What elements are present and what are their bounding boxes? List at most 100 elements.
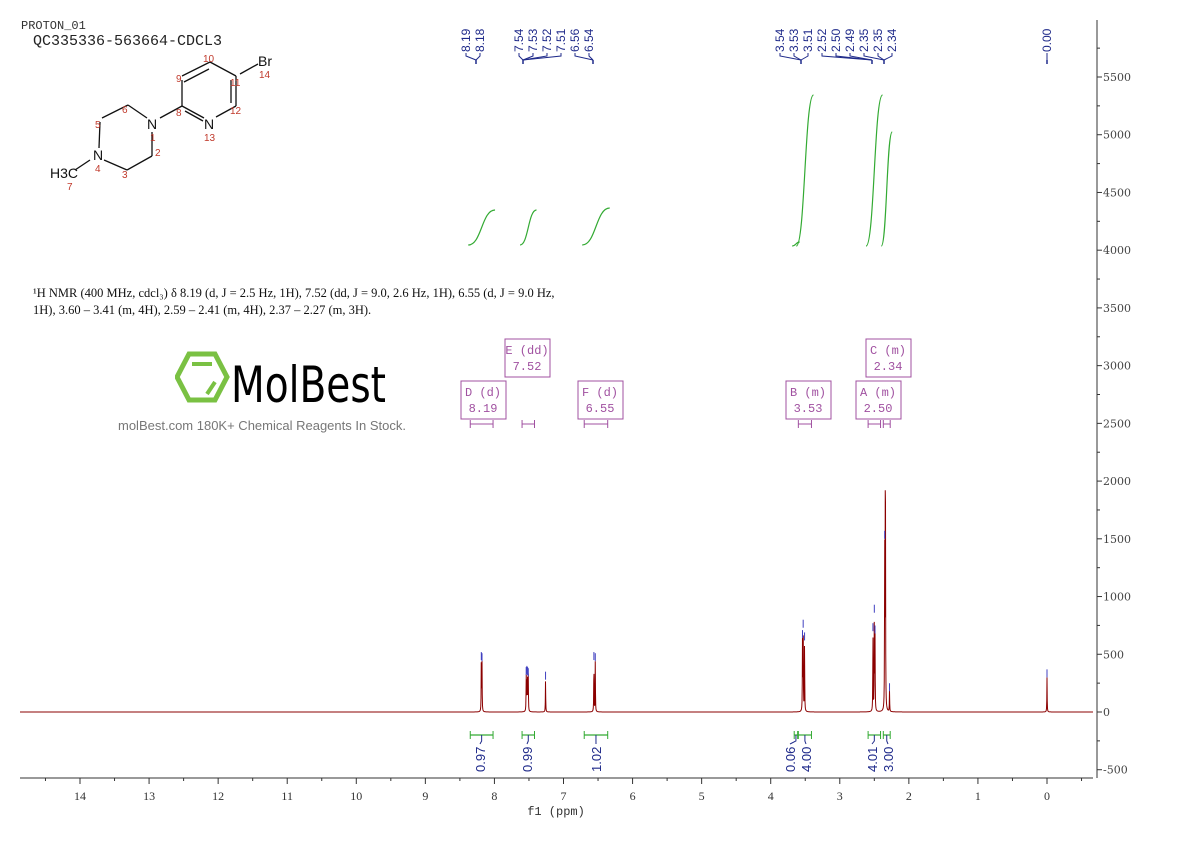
atom-number: 11 — [230, 78, 241, 89]
peak-label-connector — [883, 53, 893, 61]
description-line-1: ¹H NMR (400 MHz, cdcl₃) δ 8.19 (d, J = 2… — [33, 286, 555, 300]
x-tick-label: 9 — [422, 789, 428, 803]
logo-hexagon-icon — [175, 351, 230, 403]
peak-label: 8.18 — [473, 28, 487, 52]
peak-label: 7.54 — [512, 28, 526, 52]
peak-label-connector — [800, 53, 809, 61]
peak-label-connector — [588, 53, 594, 61]
peak-label: 3.53 — [787, 28, 801, 52]
atom-n13: N — [204, 116, 214, 132]
multiplet-box — [504, 338, 551, 378]
peak-label: 2.35 — [871, 28, 885, 52]
y-tick-label: 500 — [1103, 648, 1124, 661]
peak-label-connector — [465, 53, 477, 61]
atom-number: 2 — [155, 148, 161, 159]
integral-curve — [865, 94, 884, 247]
sample-name: QC335336-563664-CDCL3 — [33, 33, 223, 50]
x-tick-label: 8 — [491, 789, 497, 803]
x-tick-label: 0 — [1044, 789, 1050, 803]
nmr-description: ¹H NMR (400 MHz, cdcl₃) δ 8.19 (d, J = 2… — [33, 285, 555, 319]
y-tick-label: 4000 — [1103, 244, 1131, 257]
integral-label-connector — [479, 735, 483, 745]
integral-value: 0.06 — [783, 747, 798, 772]
peak-label-connector — [835, 53, 873, 61]
multiplet-box — [785, 380, 832, 420]
integral-value: 3.00 — [881, 747, 896, 772]
y-tick-label: -500 — [1103, 764, 1128, 777]
molecule-structure: N N N Br H3C 1 2 3 4 5 6 7 8 9 10 11 12 … — [50, 53, 272, 193]
integral-curve — [468, 209, 496, 246]
y-tick-label: 5000 — [1103, 129, 1131, 142]
peak-label-connector — [475, 53, 481, 61]
integral-curve — [795, 94, 815, 247]
y-tick-label: 3500 — [1103, 302, 1131, 315]
multiplet-label: A (m) — [860, 386, 896, 400]
atom-number: 9 — [176, 74, 182, 85]
logo-text: MolBest — [231, 356, 386, 408]
y-tick-label: 5500 — [1103, 71, 1131, 84]
atom-number: 6 — [122, 105, 128, 116]
integral-curve — [582, 207, 610, 246]
peak-label: 0.00 — [1040, 28, 1054, 52]
peak-label: 2.34 — [885, 28, 899, 52]
multiplet-shift: 2.50 — [864, 402, 893, 416]
multiplet-shift: 6.55 — [586, 402, 615, 416]
y-tick-label: 4500 — [1103, 186, 1131, 199]
peak-label-connector — [779, 53, 802, 61]
multiplet-shift: 7.52 — [513, 360, 542, 374]
multiplet-shift: 3.53 — [794, 402, 823, 416]
atom-number: 12 — [230, 106, 242, 117]
peak-label: 7.53 — [526, 28, 540, 52]
peak-label-connector — [863, 53, 885, 61]
molbest-logo: MolBest — [175, 351, 386, 408]
x-tick-label: 12 — [212, 789, 224, 803]
peak-label-connector — [821, 53, 873, 61]
integral-value: 0.97 — [473, 747, 488, 772]
atom-number: 13 — [204, 133, 216, 144]
x-tick-label: 4 — [768, 789, 774, 803]
x-tick-label: 3 — [837, 789, 843, 803]
atom-number: 1 — [150, 133, 156, 144]
multiplet-box — [865, 338, 912, 378]
atom-n4: N — [93, 147, 103, 163]
peak-label: 2.50 — [829, 28, 843, 52]
atom-methyl: H3C — [50, 165, 78, 181]
multiplet-label: C (m) — [870, 344, 906, 358]
peak-label: 7.51 — [554, 28, 568, 52]
atom-number: 8 — [176, 108, 182, 119]
watermark-tagline: molBest.com 180K+ Chemical Reagents In S… — [118, 418, 406, 433]
atom-br: Br — [258, 53, 272, 69]
atom-n1: N — [147, 116, 157, 132]
atom-number: 10 — [203, 54, 215, 65]
atom-number: 5 — [95, 120, 101, 131]
x-tick-label: 7 — [561, 789, 567, 803]
peak-label: 2.52 — [815, 28, 829, 52]
x-axis-label: f1 (ppm) — [527, 805, 585, 819]
y-tick-label: 1500 — [1103, 533, 1131, 546]
x-tick-label: 13 — [143, 789, 155, 803]
y-tick-label: 3000 — [1103, 360, 1131, 373]
multiplet-box — [460, 380, 507, 420]
x-tick-label: 1 — [975, 789, 981, 803]
integral-curve — [880, 131, 893, 247]
peak-label-connector — [574, 53, 594, 61]
experiment-name: PROTON_01 — [21, 19, 86, 33]
peak-label: 2.35 — [857, 28, 871, 52]
atom-number: 3 — [122, 170, 128, 181]
multiplet-box — [855, 380, 902, 420]
atom-number: 4 — [95, 164, 101, 175]
peak-label: 2.49 — [843, 28, 857, 52]
peak-label: 3.54 — [773, 28, 787, 52]
x-tick-label: 2 — [906, 789, 912, 803]
spectrum-line — [20, 490, 1093, 713]
peak-label-connector — [849, 53, 873, 61]
y-tick-label: 0 — [1103, 706, 1110, 719]
multiplet-label: F (d) — [582, 386, 618, 400]
peak-label-connector — [522, 53, 534, 61]
integral-curve — [519, 209, 537, 246]
multiplet-shift: 2.34 — [874, 360, 903, 374]
x-tick-label: 6 — [630, 789, 636, 803]
multiplet-box — [577, 380, 624, 420]
integral-label-connector — [871, 735, 875, 745]
